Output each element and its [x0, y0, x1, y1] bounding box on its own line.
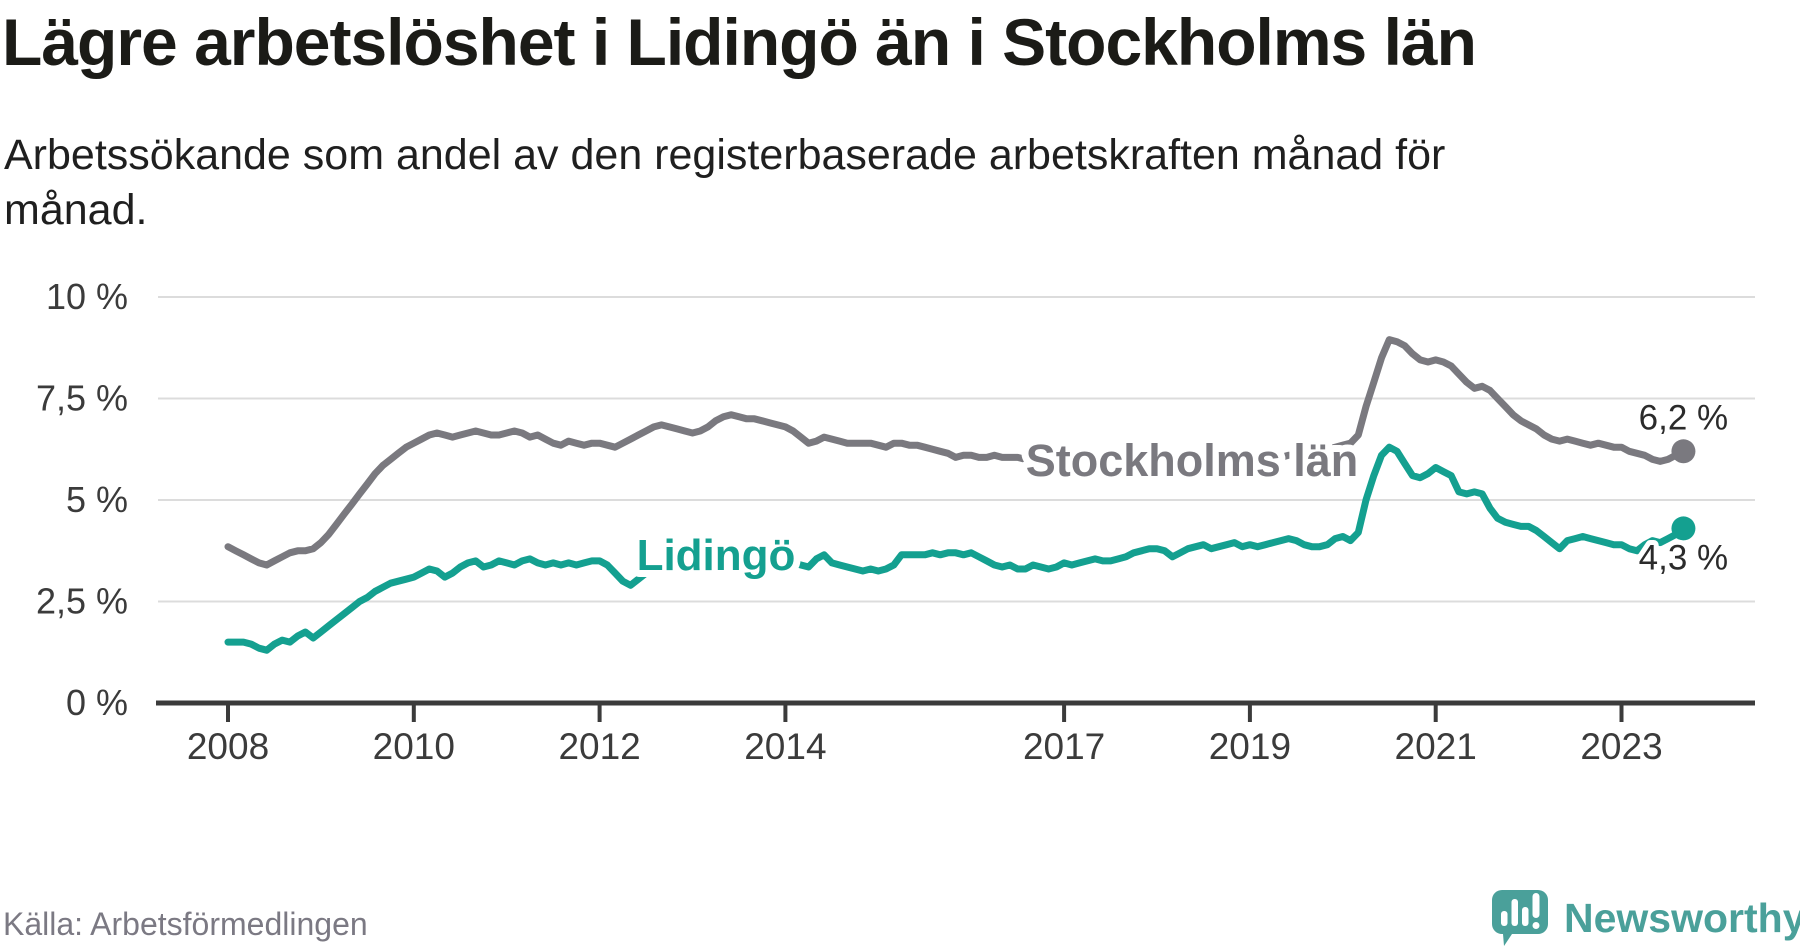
- x-axis-tick-label: 2014: [744, 726, 826, 767]
- y-axis-labels: 0 % 2,5 % 5 % 7,5 % 10 %: [36, 276, 128, 723]
- x-axis-tick-label: 2012: [558, 726, 640, 767]
- logo-bar-3: [1522, 907, 1529, 926]
- newsworthy-logo-text: Newsworthy: [1564, 894, 1800, 941]
- logo-bar-1: [1501, 911, 1508, 926]
- x-axis-labels: 2008 2010 2012 2014 2017 2019 2021 2023: [187, 726, 1663, 767]
- series-end-value-label: 6,2 %: [1639, 398, 1729, 437]
- series-line-stockholms-l-n: [224, 336, 1687, 569]
- y-axis-tick-label: 5 %: [66, 479, 128, 520]
- x-axis-tick-label: 2010: [373, 726, 455, 767]
- series-line-liding-: [224, 443, 1687, 654]
- series-inline-labels: Stockholms län Lidingö: [630, 428, 1366, 587]
- series-label-liding-: Lidingö: [637, 531, 796, 580]
- y-axis-tick-label: 0 %: [66, 682, 128, 723]
- x-axis-tick-label: 2017: [1023, 726, 1105, 767]
- newsworthy-logo[interactable]: Newsworthy: [1490, 888, 1800, 948]
- x-axis: [156, 700, 1755, 722]
- x-axis-tick-label: 2019: [1209, 726, 1291, 767]
- logo-exclamation-dot: [1532, 922, 1540, 929]
- logo-exclamation-bar: [1532, 893, 1540, 918]
- x-axis-tick-label: 2021: [1395, 726, 1477, 767]
- newsworthy-logo-icon: [1492, 890, 1548, 946]
- source-note: Källa: Arbetsförmedlingen: [3, 906, 368, 942]
- series-lines: [224, 336, 1687, 654]
- series-end-dots: [1671, 439, 1696, 541]
- series-end-value-label: 4,3 %: [1639, 538, 1729, 577]
- logo-bar-2: [1511, 899, 1518, 926]
- chart-subtitle: Arbetssökande som andel av den registerb…: [4, 131, 1446, 234]
- x-axis-tick-label: 2008: [187, 726, 269, 767]
- series-label-stockholms-l-n: Stockholms län: [1026, 435, 1359, 486]
- x-axis-tick-label: 2023: [1580, 726, 1662, 767]
- y-axis-tick-label: 2,5 %: [36, 581, 128, 622]
- y-axis-tick-label: 10 %: [46, 276, 128, 317]
- y-axis-tick-label: 7,5 %: [36, 378, 128, 419]
- series-end-dot: [1671, 439, 1696, 464]
- series-end-value-labels: 6,2 % 4,3 %: [1634, 393, 1734, 582]
- chart-title: Lägre arbetslöshet i Lidingö än i Stockh…: [2, 5, 1477, 79]
- series-end-dot: [1671, 516, 1696, 541]
